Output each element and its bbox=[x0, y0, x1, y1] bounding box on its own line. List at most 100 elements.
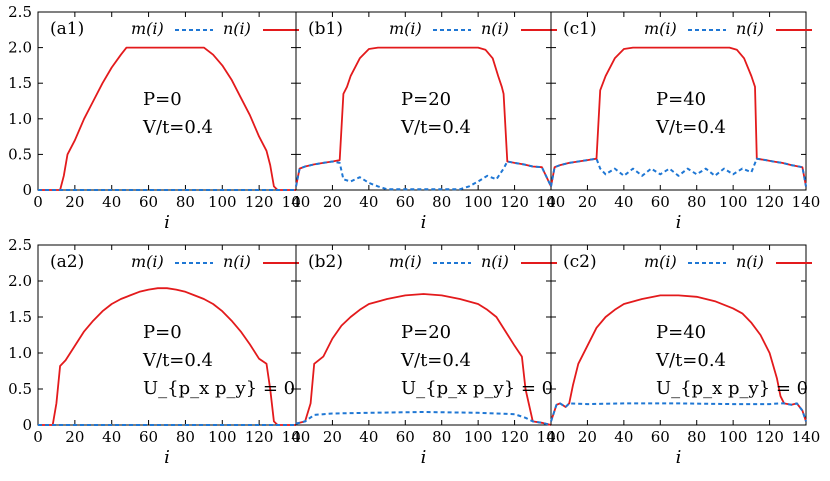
annotations: P=20 V/t=0.4 U_{p_x p_y} = 0 bbox=[400, 322, 553, 399]
series-m-line bbox=[295, 411, 552, 426]
x-tick-label: 120 bbox=[500, 428, 529, 446]
x-tick-label: 60 bbox=[139, 428, 158, 446]
x-tick-label: 60 bbox=[651, 428, 670, 446]
y-axis bbox=[551, 244, 806, 426]
x-tick-label: 20 bbox=[578, 193, 597, 211]
x-tick-label: 100 bbox=[208, 428, 237, 446]
annotation-p: P=0 bbox=[143, 89, 182, 110]
legend-n-label: n(i) bbox=[481, 252, 509, 271]
x-tick-label: 40 bbox=[102, 193, 121, 211]
panel-label: (c1) bbox=[563, 19, 597, 39]
x-tick-label: 120 bbox=[245, 428, 274, 446]
legend-m-label: m(i) bbox=[644, 252, 677, 271]
x-tick-label: 40 bbox=[614, 193, 633, 211]
y-axis: 0 0.5 1.0 1.5 2.0 2.5 bbox=[8, 3, 296, 199]
x-tick-label: 100 bbox=[464, 428, 493, 446]
x-axis: 0 20 40 60 80 100 120 140 i bbox=[291, 245, 565, 468]
panel-frame bbox=[550, 244, 807, 426]
annotation-v: V/t=0.4 bbox=[655, 117, 726, 138]
y-tick-label: 2.0 bbox=[8, 272, 32, 290]
y-tick-label: 2.0 bbox=[8, 39, 32, 57]
y-tick-label: 0 bbox=[22, 416, 32, 434]
x-axis-label: i bbox=[164, 447, 170, 468]
x-tick-label: 120 bbox=[245, 193, 274, 211]
x-axis-label: i bbox=[421, 212, 427, 233]
legend: m(i) n(i) bbox=[644, 19, 812, 38]
x-tick-label: 120 bbox=[755, 428, 784, 446]
x-tick-label: 60 bbox=[139, 193, 158, 211]
x-tick-label: 140 bbox=[282, 193, 311, 211]
annotation-v: V/t=0.4 bbox=[400, 117, 471, 138]
annotation-p: P=40 bbox=[656, 322, 706, 343]
series-n-line bbox=[38, 287, 296, 426]
panel-label: (a1) bbox=[50, 19, 84, 39]
legend-n-label: n(i) bbox=[736, 19, 764, 38]
y-tick-label: 0.5 bbox=[8, 145, 32, 163]
y-axis bbox=[296, 11, 551, 191]
panel-label: (c2) bbox=[563, 252, 597, 272]
x-tick-label: 0 bbox=[546, 193, 556, 211]
x-axis-label: i bbox=[676, 447, 682, 468]
y-tick-label: 0.5 bbox=[8, 380, 32, 398]
annotation-u: U_{p_x p_y} = 0 bbox=[401, 378, 553, 399]
x-tick-label: 20 bbox=[323, 428, 342, 446]
legend: m(i) n(i) bbox=[644, 252, 812, 271]
y-tick-label: 2.5 bbox=[8, 236, 32, 254]
legend: m(i) n(i) bbox=[389, 252, 557, 271]
legend: m(i) n(i) bbox=[131, 19, 299, 38]
x-tick-label: 100 bbox=[719, 193, 748, 211]
annotation-u: U_{p_x p_y} = 0 bbox=[656, 378, 808, 399]
series-n-line bbox=[295, 293, 552, 426]
y-tick-label: 1.0 bbox=[8, 344, 32, 362]
x-axis-label: i bbox=[676, 212, 682, 233]
x-tick-label: 80 bbox=[176, 428, 195, 446]
legend: m(i) n(i) bbox=[389, 19, 557, 38]
annotations: P=0 V/t=0.4 bbox=[142, 89, 213, 138]
x-tick-label: 40 bbox=[614, 428, 633, 446]
panel-frame bbox=[550, 11, 807, 191]
x-tick-label: 40 bbox=[359, 193, 378, 211]
panel-label: (b2) bbox=[308, 252, 343, 272]
y-tick-label: 2.5 bbox=[8, 3, 32, 21]
x-tick-label: 20 bbox=[65, 193, 84, 211]
x-tick-label: 40 bbox=[359, 428, 378, 446]
x-axis-label: i bbox=[164, 212, 170, 233]
annotation-p: P=20 bbox=[401, 322, 451, 343]
panel-a2: 0 20 40 60 80 100 120 140 i 0 0.5 1.0 1.5 2.0 2.5 (a2) m… bbox=[8, 236, 310, 468]
x-tick-label: 60 bbox=[651, 193, 670, 211]
legend-n-label: n(i) bbox=[736, 252, 764, 271]
x-tick-label: 100 bbox=[719, 428, 748, 446]
x-tick-label: 0 bbox=[291, 428, 301, 446]
x-axis: 0 20 40 60 80 100 120 140 i bbox=[291, 12, 565, 233]
x-tick-label: 0 bbox=[33, 428, 43, 446]
x-axis-label: i bbox=[421, 447, 427, 468]
panel-label: (a2) bbox=[50, 252, 84, 272]
x-tick-label: 20 bbox=[578, 428, 597, 446]
x-tick-label: 140 bbox=[282, 428, 311, 446]
legend: m(i) n(i) bbox=[131, 252, 299, 271]
legend-m-label: m(i) bbox=[389, 252, 422, 271]
annotation-v: V/t=0.4 bbox=[655, 350, 726, 371]
legend-n-label: n(i) bbox=[223, 19, 251, 38]
y-tick-label: 1.5 bbox=[8, 308, 32, 326]
annotation-v: V/t=0.4 bbox=[142, 117, 213, 138]
annotations: P=40 V/t=0.4 U_{p_x p_y} = 0 bbox=[655, 322, 808, 399]
x-tick-label: 100 bbox=[208, 193, 237, 211]
annotation-p: P=20 bbox=[401, 89, 451, 110]
x-tick-label: 120 bbox=[755, 193, 784, 211]
y-tick-label: 0 bbox=[22, 181, 32, 199]
annotation-v: V/t=0.4 bbox=[400, 350, 471, 371]
legend-m-label: m(i) bbox=[644, 19, 677, 38]
annotation-p: P=40 bbox=[656, 89, 706, 110]
panel-b1: 0 20 40 60 80 100 120 140 i (b1) m(i) n(i) P=20 V/t=0… bbox=[291, 11, 565, 233]
panel-c2: 0 20 40 60 80 100 120 140 i (c2) m(i) n(i) P=40 V/t=0… bbox=[546, 244, 821, 468]
legend-n-label: n(i) bbox=[481, 19, 509, 38]
x-tick-label: 140 bbox=[792, 428, 821, 446]
panel-label: (b1) bbox=[308, 19, 343, 39]
annotations: P=40 V/t=0.4 bbox=[655, 89, 726, 138]
series-m-line bbox=[550, 157, 807, 187]
y-tick-label: 1.0 bbox=[8, 110, 32, 128]
x-tick-label: 20 bbox=[65, 428, 84, 446]
x-axis: 0 20 40 60 80 100 120 140 i bbox=[33, 245, 310, 468]
